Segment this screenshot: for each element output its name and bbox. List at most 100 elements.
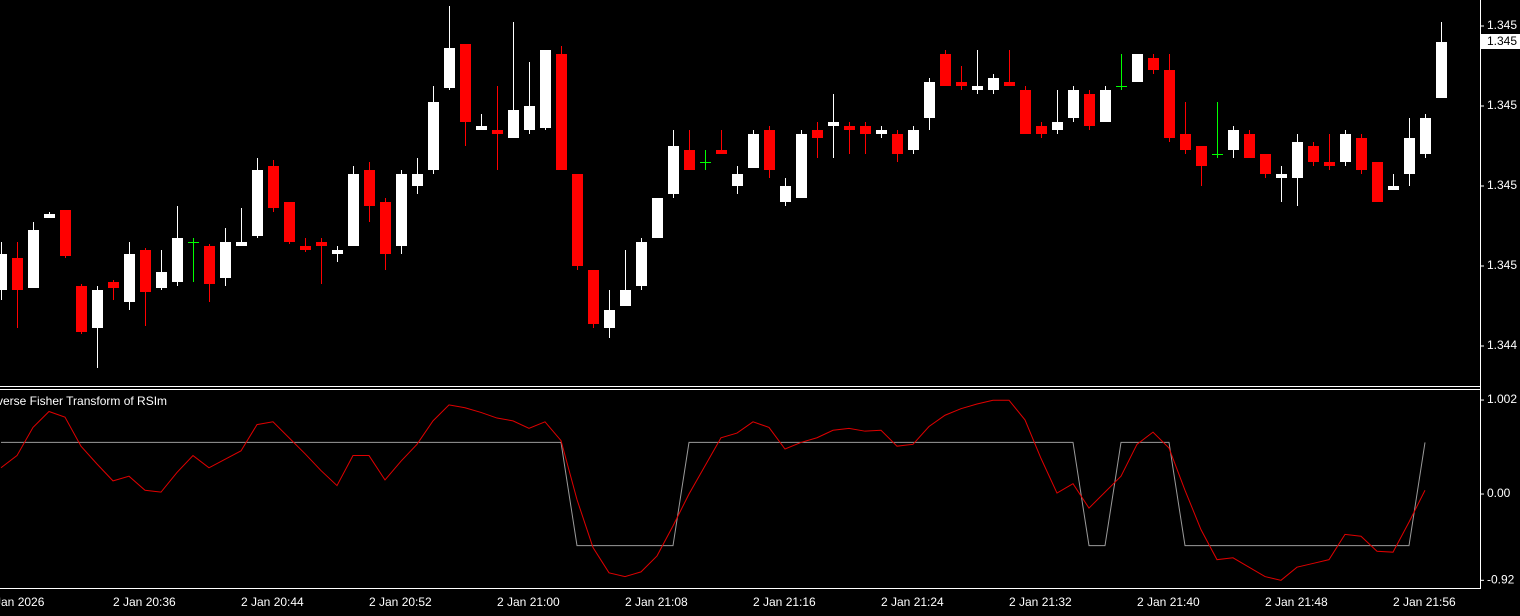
- x-tick-label: 2 Jan 21:40: [1137, 595, 1200, 609]
- candle-body: [268, 166, 279, 208]
- candle-body: [1180, 134, 1191, 150]
- candle-body: [908, 130, 919, 150]
- candle-body: [1132, 54, 1143, 82]
- indicator-title: Inverse Fisher Transform of RSIm: [0, 394, 167, 408]
- candle-body: [860, 126, 871, 134]
- candle-body: [1052, 122, 1063, 130]
- candle-body: [972, 86, 983, 90]
- candle-body: [1036, 126, 1047, 134]
- candle-body: [1292, 142, 1303, 178]
- candle-body: [828, 122, 839, 126]
- candle-body: [540, 50, 551, 128]
- candle-body: [108, 282, 119, 288]
- candle-body: [1020, 90, 1031, 134]
- candle-body: [1148, 58, 1159, 70]
- candle-body: [28, 230, 39, 288]
- candle-body: [1420, 118, 1431, 154]
- candle-body: [1436, 42, 1447, 98]
- candle-body: [1068, 90, 1079, 118]
- candle-body: [620, 290, 631, 306]
- y-tick-label: 1.344: [1487, 338, 1517, 352]
- candle-body: [796, 134, 807, 198]
- candle-body: [316, 242, 327, 246]
- candle-body: [428, 102, 439, 170]
- current-price-label: 1.345: [1487, 34, 1517, 48]
- x-tick-label: 2 Jan 21:16: [753, 595, 816, 609]
- x-tick-label: 2 Jan 21:08: [625, 595, 688, 609]
- candle-body: [1100, 90, 1111, 122]
- y-tick-label: 1.345: [1487, 258, 1517, 272]
- y-tick-label: 1.345: [1487, 178, 1517, 192]
- candle-body: [1260, 154, 1271, 174]
- candle-body: [508, 110, 519, 138]
- candle-body: [60, 210, 71, 256]
- candle-body: [812, 130, 823, 138]
- candle-body: [284, 202, 295, 242]
- y-tick-label: -0.92: [1487, 572, 1515, 586]
- candle-body: [236, 242, 247, 246]
- candle-body: [636, 242, 647, 286]
- candle-body: [396, 174, 407, 246]
- candle-body: [940, 54, 951, 86]
- y-tick-label: 0.00: [1487, 486, 1511, 500]
- candle-body: [12, 258, 23, 290]
- candle-body: [764, 130, 775, 170]
- x-tick-label: 2 Jan 21:32: [1009, 595, 1072, 609]
- candle-body: [92, 290, 103, 328]
- candle-body: [524, 106, 535, 130]
- candle-body: [444, 48, 455, 88]
- candle-body: [588, 270, 599, 324]
- indicator-line: [1, 441, 1426, 547]
- candle-body: [684, 150, 695, 170]
- y-tick-label: 1.002: [1487, 392, 1517, 406]
- candle-body: [924, 82, 935, 118]
- candle-body: [412, 174, 423, 186]
- candle-body: [1308, 146, 1319, 162]
- x-tick-label: 2 Jan 20:52: [369, 595, 432, 609]
- candle-body: [44, 214, 55, 218]
- candle-body: [732, 174, 743, 186]
- candle-body: [140, 250, 151, 292]
- candle-body: [1228, 130, 1239, 150]
- candle-body: [604, 310, 615, 328]
- candle-body: [876, 130, 887, 134]
- candle-body: [476, 126, 487, 130]
- candle-body: [556, 54, 567, 170]
- candle-body: [364, 170, 375, 206]
- candle-body: [172, 238, 183, 282]
- candle-body: [1084, 94, 1095, 126]
- candle-body: [1372, 162, 1383, 202]
- candle-body: [748, 134, 759, 168]
- candle-body: [1164, 70, 1175, 138]
- candle-body: [1404, 138, 1415, 174]
- candle-body: [124, 254, 135, 302]
- candle-body: [380, 202, 391, 254]
- x-tick-label: 2 Jan 21:24: [881, 595, 944, 609]
- candle-body: [716, 150, 727, 154]
- candle-body: [156, 272, 167, 288]
- candle-body: [780, 186, 791, 202]
- candle-body: [1244, 134, 1255, 158]
- candle-body: [1388, 186, 1399, 190]
- candle-body: [460, 44, 471, 122]
- candle-body: [204, 246, 215, 284]
- candle-body: [492, 130, 503, 134]
- candle-body: [252, 170, 263, 236]
- x-tick-label: 2 Jan 21:56: [1393, 595, 1456, 609]
- candle-body: [220, 242, 231, 278]
- candle-body: [332, 250, 343, 254]
- candle-body: [956, 82, 967, 86]
- candle-body: [300, 246, 311, 250]
- y-tick-label: 1.345: [1487, 18, 1517, 32]
- candle-body: [652, 198, 663, 238]
- candle-body: [1276, 174, 1287, 178]
- candle-body: [1340, 134, 1351, 162]
- candle-body: [572, 174, 583, 266]
- candle-body: [1356, 138, 1367, 170]
- x-tick-label: 2 Jan 2026: [0, 595, 45, 609]
- x-tick-label: 2 Jan 20:36: [113, 595, 176, 609]
- x-tick-label: 2 Jan 21:48: [1265, 595, 1328, 609]
